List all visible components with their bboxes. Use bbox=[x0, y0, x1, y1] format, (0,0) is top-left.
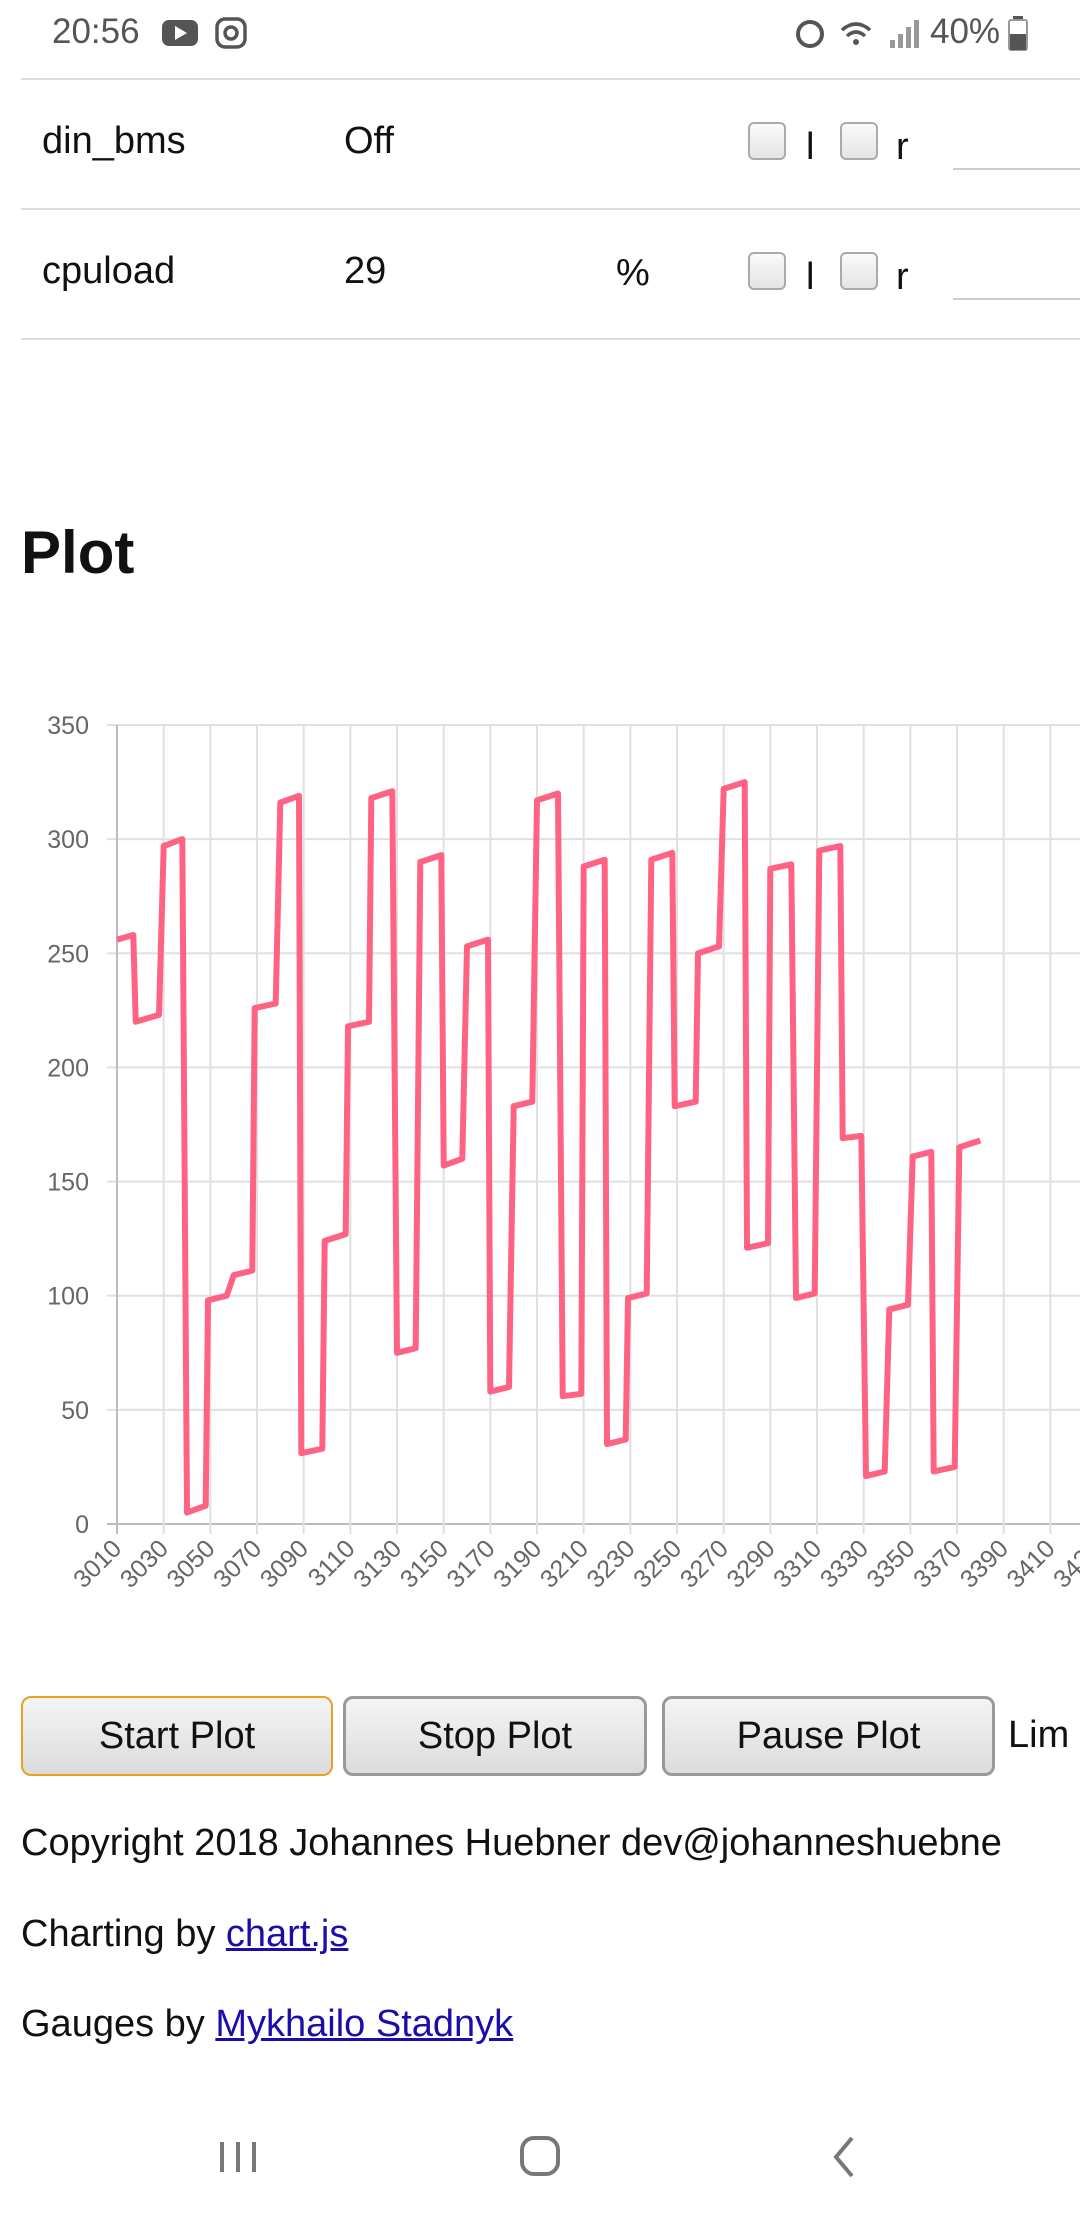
x-tick-label: 3210 bbox=[535, 1534, 594, 1593]
link[interactable]: Mykhailo Stadnyk bbox=[215, 2003, 514, 2045]
x-tick-label: 3410 bbox=[1001, 1534, 1060, 1593]
button-label: Stop Plot bbox=[417, 1714, 573, 1757]
checkbox-label: r bbox=[896, 126, 909, 168]
battery-level: 40% bbox=[930, 12, 1001, 51]
clock: 20:56 bbox=[52, 12, 140, 51]
button-label: Pause Plot bbox=[736, 1714, 921, 1757]
notification-icons bbox=[162, 17, 247, 49]
x-tick-label: 3010 bbox=[68, 1534, 127, 1593]
y-tick-label: 0 bbox=[75, 1511, 89, 1539]
x-tick-label: 3170 bbox=[441, 1534, 500, 1593]
home-button[interactable] bbox=[520, 2136, 560, 2176]
row-name: cpuload bbox=[42, 250, 176, 292]
row-value: 29 bbox=[344, 250, 387, 292]
x-tick-label: 3330 bbox=[815, 1534, 874, 1593]
x-tick-label: 3430 bbox=[1048, 1534, 1080, 1593]
y-tick-label: 250 bbox=[47, 940, 89, 968]
gauges-credit: Gauges by Mykhailo Stadnyk bbox=[21, 2003, 513, 2046]
x-tick-label: 3090 bbox=[255, 1534, 314, 1593]
battery-icon bbox=[1008, 16, 1028, 51]
x-tick-label: 3290 bbox=[721, 1534, 780, 1593]
row-value: Off bbox=[344, 120, 394, 162]
x-tick-label: 3110 bbox=[303, 1534, 361, 1592]
y-tick-label: 100 bbox=[47, 1283, 89, 1311]
y-tick-label: 50 bbox=[61, 1397, 89, 1425]
row-name: din_bms bbox=[42, 120, 186, 162]
y-tick-label: 350 bbox=[47, 712, 89, 740]
x-tick-label: 3230 bbox=[581, 1534, 640, 1593]
link[interactable]: chart.js bbox=[225, 1913, 349, 1955]
checkbox-label: r bbox=[896, 256, 909, 298]
x-tick-label: 3310 bbox=[768, 1534, 827, 1593]
heading: Plot bbox=[21, 519, 135, 586]
stop-button[interactable]: Stop Plot bbox=[343, 1696, 647, 1776]
x-tick-label: 3270 bbox=[675, 1534, 734, 1593]
x-tick-label: 3390 bbox=[955, 1534, 1014, 1593]
divider bbox=[21, 208, 1080, 210]
text: Gauges by bbox=[21, 2003, 205, 2045]
x-tick-label: 3070 bbox=[208, 1534, 267, 1593]
pause-button[interactable]: Pause Plot bbox=[662, 1696, 995, 1776]
divider bbox=[21, 338, 1080, 340]
divider bbox=[21, 78, 1080, 80]
button-label: Start Plot bbox=[98, 1714, 256, 1757]
y-tick-label: 150 bbox=[47, 1169, 89, 1197]
checkbox[interactable] bbox=[748, 252, 786, 290]
x-tick-label: 3350 bbox=[861, 1534, 920, 1593]
checkbox[interactable] bbox=[748, 122, 786, 160]
row-unit: % bbox=[616, 252, 650, 294]
x-tick-label: 3130 bbox=[348, 1534, 407, 1593]
copyright: Copyright 2018 Johannes Huebner dev@joha… bbox=[21, 1822, 1002, 1864]
checkbox-label: l bbox=[806, 126, 815, 168]
y-tick-label: 300 bbox=[47, 826, 89, 854]
charting-credit: Charting by chart.js bbox=[21, 1913, 348, 1956]
text: Charting by bbox=[21, 1913, 216, 1955]
nav-bar bbox=[220, 2136, 854, 2178]
text-input[interactable] bbox=[953, 168, 1080, 170]
data-line bbox=[116, 779, 982, 1516]
x-tick-label: 3190 bbox=[488, 1534, 547, 1593]
x-tick-label: 3370 bbox=[908, 1534, 967, 1593]
checkbox[interactable] bbox=[840, 252, 878, 290]
limit-label: Lim bbox=[1008, 1714, 1070, 1756]
x-tick-label: 3250 bbox=[628, 1534, 687, 1593]
back-button[interactable] bbox=[833, 2136, 854, 2178]
text-input[interactable] bbox=[953, 298, 1080, 300]
start-button[interactable]: Start Plot bbox=[21, 1696, 333, 1776]
chart: 0 50 100 150 200 250 300 350 3010303030503070309… bbox=[47, 712, 1080, 1594]
y-tick-label: 200 bbox=[47, 1054, 89, 1082]
x-tick-label: 3050 bbox=[161, 1534, 220, 1593]
checkbox[interactable] bbox=[840, 122, 878, 160]
x-tick-label: 3030 bbox=[115, 1534, 174, 1593]
system-icons bbox=[796, 20, 919, 48]
checkbox-label: l bbox=[806, 256, 815, 298]
x-tick-label: 3150 bbox=[395, 1534, 454, 1593]
